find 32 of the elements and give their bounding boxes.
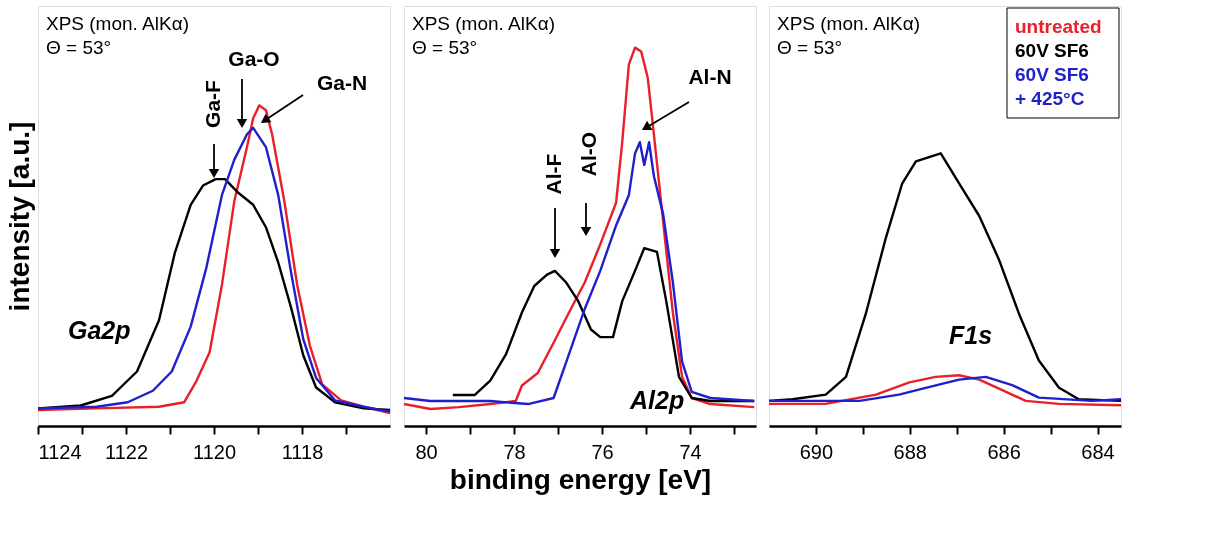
- text: Θ = 53°: [46, 37, 112, 58]
- x-tick-label: 684: [1081, 440, 1115, 463]
- text: Θ = 53°: [777, 37, 843, 58]
- annotation: Al-O: [577, 131, 600, 177]
- annotation: Θ = 53°: [412, 37, 478, 58]
- x-tick-label: 1122: [104, 440, 149, 463]
- x-tick-label: 76: [591, 440, 614, 463]
- x-tick-label: 1120: [192, 440, 237, 463]
- text: Ga-N: [316, 71, 368, 94]
- x-tick-label: 688: [893, 440, 927, 463]
- annotation: F1s: [949, 321, 993, 349]
- text: untreated: [1015, 16, 1102, 37]
- annotation: Ga-F: [201, 79, 224, 128]
- text: 60V SF6 + 425°C: [1015, 64, 1089, 109]
- text: XPS (mon. AlKα): [412, 13, 555, 34]
- x-tick-label: 686: [987, 440, 1021, 463]
- annotation: Al-F: [542, 153, 565, 195]
- text: XPS (mon. AlKα): [46, 13, 189, 34]
- text: 60V SF6: [1015, 40, 1089, 61]
- x-tick-label: 1124: [38, 440, 82, 463]
- text: Ga-O: [228, 47, 280, 70]
- annotation: Ga2p: [68, 316, 131, 344]
- x-tick-label: 1118: [281, 440, 324, 463]
- annotation: Al-N: [688, 65, 732, 88]
- y-axis-title: intensity [a.u.]: [3, 121, 35, 312]
- text: XPS (mon. AlKα): [777, 13, 920, 34]
- x-tick-label: 80: [415, 440, 438, 463]
- x-axis-title: binding energy [eV]: [449, 463, 712, 495]
- x-tick-label: 78: [503, 440, 526, 463]
- annotation: Al2p: [629, 386, 685, 414]
- x-tick-label: 74: [679, 440, 702, 463]
- x-tick-label: 690: [799, 440, 834, 463]
